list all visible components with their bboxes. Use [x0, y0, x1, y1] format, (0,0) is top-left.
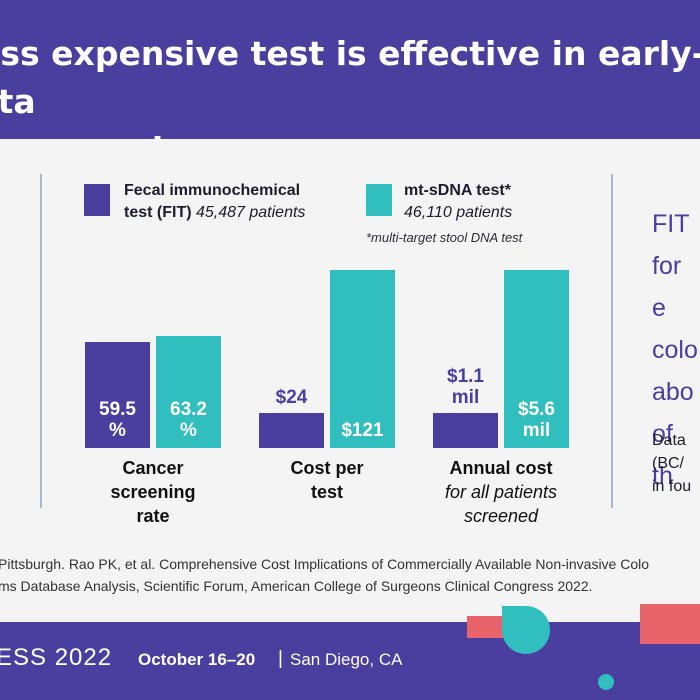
page-title: ess expensive test is effective in early… [0, 34, 700, 139]
legend-name-mtsdna: mt-sDNA test* [404, 182, 511, 199]
bar-mtsdna-2 [504, 270, 569, 448]
data-label-fit-1: $24 [276, 387, 308, 408]
bar-fit-2 [433, 413, 498, 448]
side-detail: Data (BC/ in fou [652, 432, 692, 495]
legend-label-mtsdna: mt-sDNA test* 46,110 patients [404, 180, 512, 224]
conference-dates: October 16–20 [138, 650, 256, 669]
conference-location: San Diego, CA [290, 650, 403, 669]
bar-chart: 59.5 % 63.2 % Cancer screening rate $24 $121 Cost… [85, 270, 569, 526]
data-label-fit-0: 59.5% [99, 399, 136, 441]
footer-banner: ESS 2022 October 16–20 | San Diego, CA [0, 622, 700, 700]
conference-name: ESS 2022 [0, 644, 113, 671]
right-divider [611, 174, 613, 508]
footer-separator: | [278, 648, 283, 669]
data-label-mtsdna-0: 63.2% [170, 399, 207, 441]
bar-fit-1 [259, 413, 324, 448]
legend-count-mtsdna: 46,110 patients [404, 204, 513, 221]
category-sublabel-2: for all patients screened [445, 482, 557, 526]
bar-fit-0 [85, 342, 150, 448]
citation: Pittsburgh. Rao PK, et al. Comprehensive… [0, 556, 650, 594]
bar-mtsdna-0 [156, 336, 221, 448]
category-label-1: Cost per test [290, 458, 363, 502]
left-divider [40, 174, 42, 508]
legend-count-fit: 45,487 patients [196, 204, 306, 221]
legend-footnote: *multi-target stool DNA test [366, 230, 523, 245]
decorative-shape [640, 604, 700, 644]
category-label-0: Cancer screening rate [110, 458, 195, 526]
data-label-mtsdna-2: $5.6 mil [518, 399, 555, 441]
legend-swatch-fit [84, 184, 110, 216]
category-label-2: Annual cost [449, 458, 552, 478]
decorative-dot [598, 674, 614, 690]
legend-swatch-mtsdna [366, 184, 392, 216]
data-label-mtsdna-1: $121 [341, 420, 384, 441]
legend-name-fit: Fecal immunochemical test (FIT) [124, 182, 301, 221]
legend-label-fit: Fecal immunochemical test (FIT) 45,487 p… [124, 180, 305, 224]
bar-mtsdna-1 [330, 270, 395, 448]
decorative-shape [502, 606, 550, 654]
header-banner: ess expensive test is effective in early… [0, 0, 700, 139]
data-label-fit-2: $1.1 mil [447, 366, 484, 408]
side-headline: FIT for e colo abo of th [652, 210, 698, 490]
decorative-shape [467, 616, 503, 638]
